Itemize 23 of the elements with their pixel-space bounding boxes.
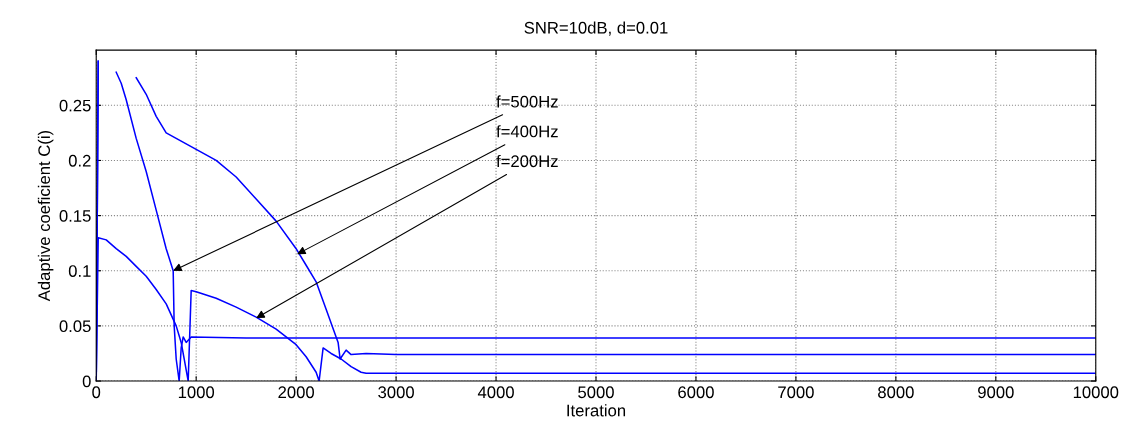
y-axis-title: Adaptive coeficient C(i) [37, 130, 54, 302]
annotation: f=500Hz [496, 95, 558, 108]
x-tick-label: 10000 [1073, 386, 1119, 399]
y-tick-label: 0.2 [68, 154, 91, 167]
annotation: f=200Hz [496, 154, 558, 168]
annotation: f=400Hz [496, 125, 558, 138]
x-tick-label: 2000 [278, 386, 315, 399]
chart-title: SNR=10dB, d=0.01 [524, 21, 668, 36]
x-tick-label: 1000 [178, 386, 215, 399]
x-tick-label: 5000 [578, 386, 614, 399]
x-tick-label: 0 [92, 386, 101, 399]
x-tick-label: 6000 [678, 386, 714, 399]
y-tick-label: 0.1 [68, 265, 91, 277]
y-tick-label: 0.05 [59, 320, 91, 333]
x-tick-label: 9000 [978, 386, 1014, 399]
y-tick-label: 0.15 [59, 210, 91, 222]
y-tick-label: 0 [82, 375, 91, 388]
x-tick-label: 8000 [878, 386, 914, 399]
x-tick-label: 7000 [778, 386, 814, 399]
x-tick-label: 3000 [378, 386, 414, 399]
y-tick-label: 0.25 [59, 99, 91, 112]
x-tick-label: 4000 [477, 386, 514, 399]
x-axis-title: Iteration [567, 404, 626, 417]
